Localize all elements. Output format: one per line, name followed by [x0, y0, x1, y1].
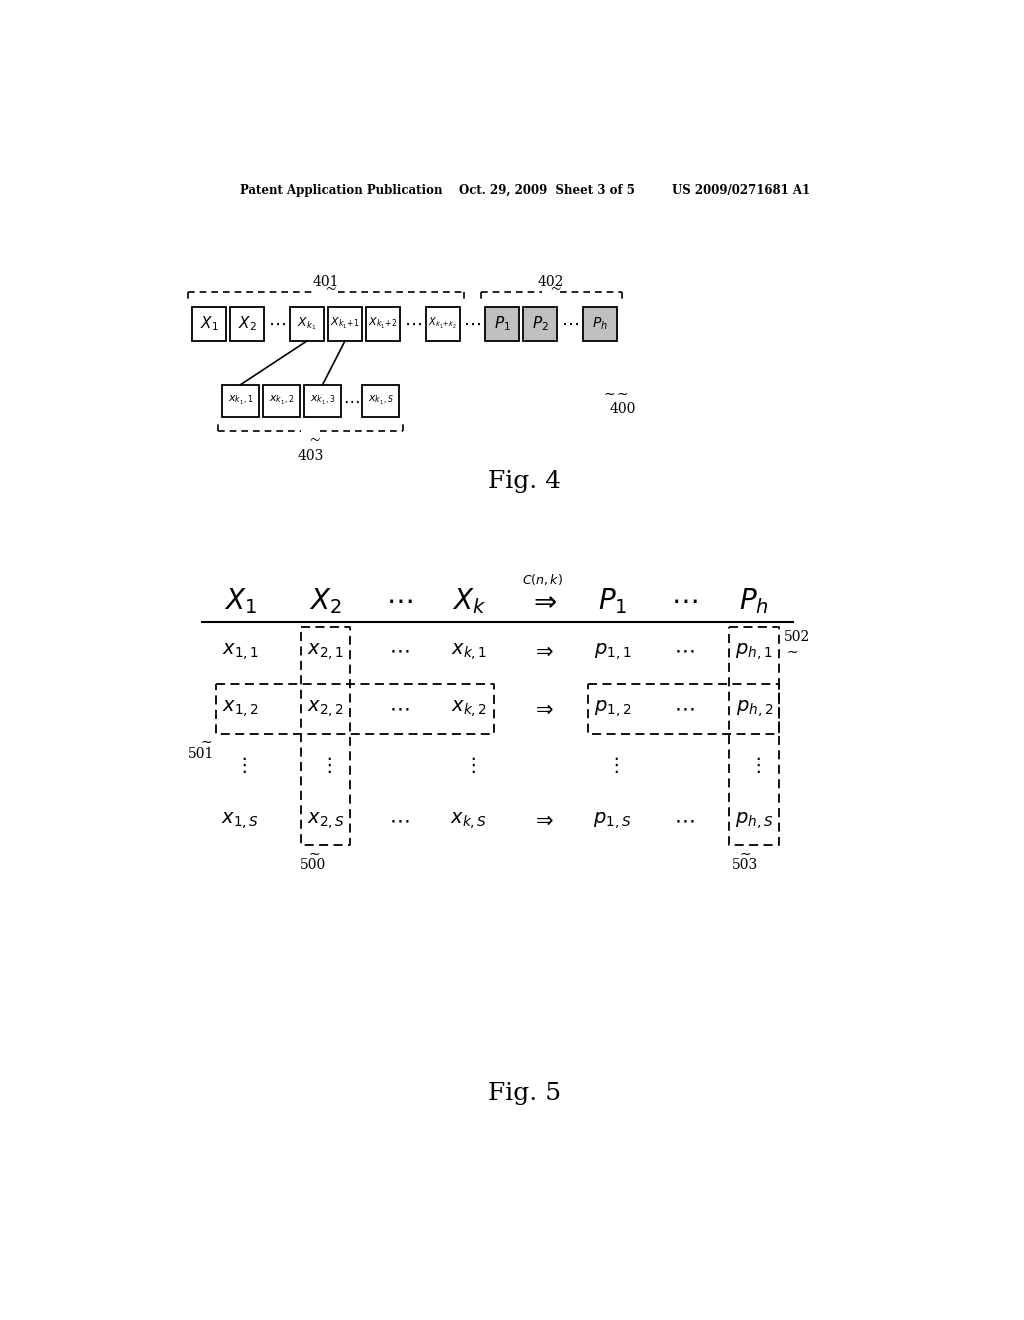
Text: $X_1$: $X_1$ — [224, 586, 257, 616]
Bar — [583, 308, 617, 341]
Text: $C(n, k)$: $C(n, k)$ — [522, 572, 563, 587]
Text: $X_{k_1}$: $X_{k_1}$ — [297, 315, 316, 333]
Text: $\Rightarrow$: $\Rightarrow$ — [531, 642, 554, 661]
Text: 503: 503 — [732, 858, 758, 873]
Text: $\sim$: $\sim$ — [737, 846, 753, 859]
Text: $\vdots$: $\vdots$ — [606, 755, 618, 775]
Text: $\cdots$: $\cdots$ — [464, 315, 481, 333]
Text: $\cdots$: $\cdots$ — [389, 642, 410, 661]
Bar — [222, 385, 259, 417]
Text: $\sim$: $\sim$ — [198, 734, 212, 748]
Text: $\mathcal{\sim}$: $\mathcal{\sim}$ — [307, 429, 322, 445]
Text: $X_1$: $X_1$ — [200, 314, 219, 334]
Text: 400: 400 — [609, 401, 636, 416]
Text: $\cdots$: $\cdots$ — [671, 587, 697, 615]
Text: 502: 502 — [783, 631, 810, 644]
Text: $p_{1,1}$: $p_{1,1}$ — [594, 640, 631, 661]
Text: $\cdots$: $\cdots$ — [343, 392, 359, 409]
Text: $p_{1,S}$: $p_{1,S}$ — [593, 810, 632, 832]
Text: $\cdots$: $\cdots$ — [268, 315, 286, 333]
Text: $\Rightarrow$: $\Rightarrow$ — [528, 587, 557, 615]
Text: $p_{1,2}$: $p_{1,2}$ — [594, 698, 631, 719]
Text: $\sim$: $\sim$ — [306, 846, 321, 859]
Bar — [290, 308, 324, 341]
Text: $p_{h,2}$: $p_{h,2}$ — [735, 698, 773, 719]
Text: $\vdots$: $\vdots$ — [319, 755, 332, 775]
Bar — [426, 308, 460, 341]
Text: $\cdots$: $\cdots$ — [674, 642, 694, 661]
Text: $\cdots$: $\cdots$ — [674, 810, 694, 830]
Text: $\sim\!\!\sim$: $\sim\!\!\sim$ — [601, 387, 629, 400]
Text: 501: 501 — [187, 747, 214, 760]
Bar — [485, 308, 519, 341]
Text: $x_{1,S}$: $x_{1,S}$ — [221, 810, 259, 832]
Text: 500: 500 — [300, 858, 327, 873]
Text: $\Rightarrow$: $\Rightarrow$ — [531, 810, 554, 830]
Text: $\cdots$: $\cdots$ — [386, 587, 413, 615]
Text: $\cdots$: $\cdots$ — [561, 315, 580, 333]
Bar — [193, 308, 226, 341]
Text: $P_h$: $P_h$ — [592, 315, 608, 333]
Text: $x_{1,2}$: $x_{1,2}$ — [222, 698, 259, 719]
Bar — [523, 308, 557, 341]
Text: 401: 401 — [312, 275, 339, 289]
Text: $x_{k_1,1}$: $x_{k_1,1}$ — [227, 395, 253, 408]
Bar — [230, 308, 264, 341]
Text: $\cdots$: $\cdots$ — [403, 315, 422, 333]
Text: $\vdots$: $\vdots$ — [748, 755, 761, 775]
Text: $\mathcal{\sim}$: $\mathcal{\sim}$ — [548, 280, 562, 294]
Text: $\Rightarrow$: $\Rightarrow$ — [531, 700, 554, 718]
Text: $\vdots$: $\vdots$ — [234, 755, 247, 775]
Text: $x_{2,S}$: $x_{2,S}$ — [306, 810, 345, 832]
Text: $x_{k_1,2}$: $x_{k_1,2}$ — [269, 395, 294, 408]
Text: Fig. 5: Fig. 5 — [488, 1082, 561, 1105]
Text: $x_{k_1,3}$: $x_{k_1,3}$ — [310, 395, 335, 408]
Text: $X_2$: $X_2$ — [238, 314, 257, 334]
Bar — [263, 385, 300, 417]
Text: $P_1$: $P_1$ — [598, 586, 627, 616]
Text: $x_{k,S}$: $x_{k,S}$ — [451, 810, 487, 832]
Text: $\vdots$: $\vdots$ — [463, 755, 475, 775]
Text: $X_2$: $X_2$ — [309, 586, 342, 616]
Text: $\cdots$: $\cdots$ — [389, 810, 410, 830]
Bar — [328, 308, 362, 341]
Text: $x_{k,1}$: $x_{k,1}$ — [451, 640, 487, 661]
Text: 403: 403 — [297, 449, 324, 463]
Text: Fig. 4: Fig. 4 — [488, 470, 561, 494]
Text: 402: 402 — [538, 275, 564, 289]
Bar — [362, 385, 399, 417]
Text: $\cdots$: $\cdots$ — [674, 700, 694, 718]
Text: $\mathcal{\sim}$: $\mathcal{\sim}$ — [323, 280, 337, 294]
Text: $\sim$: $\sim$ — [783, 644, 799, 659]
Text: $P_2$: $P_2$ — [531, 314, 549, 334]
Text: $X_{k_1\!+\!k_2}$: $X_{k_1\!+\!k_2}$ — [428, 317, 457, 331]
Text: $X_{k_1\!+\!2}$: $X_{k_1\!+\!2}$ — [369, 317, 397, 331]
Text: $x_{1,1}$: $x_{1,1}$ — [222, 640, 259, 661]
Text: $p_{h,S}$: $p_{h,S}$ — [735, 810, 773, 832]
Text: $x_{k_1,S}$: $x_{k_1,S}$ — [368, 395, 393, 408]
Text: $x_{2,2}$: $x_{2,2}$ — [307, 698, 344, 719]
Text: Patent Application Publication    Oct. 29, 2009  Sheet 3 of 5         US 2009/02: Patent Application Publication Oct. 29, … — [240, 185, 810, 197]
Text: $x_{2,1}$: $x_{2,1}$ — [307, 640, 344, 661]
Text: $\cdots$: $\cdots$ — [389, 700, 410, 718]
Text: $P_1$: $P_1$ — [494, 314, 511, 334]
Bar — [304, 385, 341, 417]
Bar — [366, 308, 400, 341]
Text: $p_{h,1}$: $p_{h,1}$ — [735, 640, 773, 661]
Text: $P_h$: $P_h$ — [739, 586, 769, 616]
Text: $x_{k,2}$: $x_{k,2}$ — [451, 698, 487, 719]
Text: $X_k$: $X_k$ — [452, 586, 486, 616]
Text: $X_{k_1\!+\!1}$: $X_{k_1\!+\!1}$ — [330, 317, 359, 331]
